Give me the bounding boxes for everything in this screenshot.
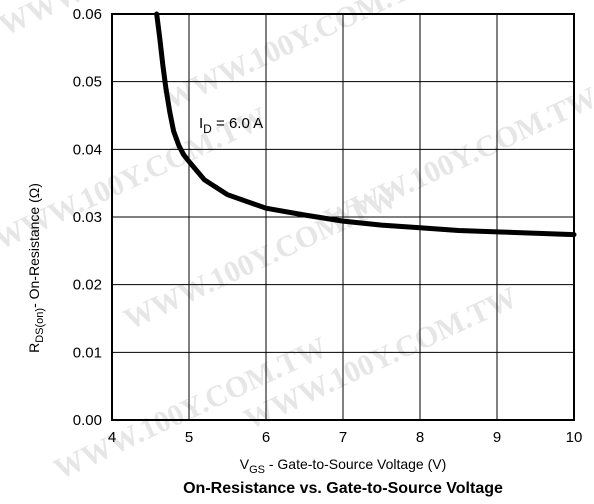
y-tick-label: 0.02 xyxy=(73,277,102,294)
y-axis-label: RDS(on)- On-Resistance (Ω) xyxy=(26,183,46,353)
watermark-text: WWW.100Y.COM.TW xyxy=(0,0,277,42)
y-axis-label-main: R xyxy=(26,343,42,353)
x-tick-label: 9 xyxy=(493,429,501,446)
y-tick-labels: 0.00 0.01 0.02 0.03 0.04 0.05 0.06 xyxy=(73,6,102,429)
x-tick-label: 8 xyxy=(416,429,424,446)
watermark-text: WWW.100Y.COM.TW xyxy=(159,0,442,116)
series-line-id-6a xyxy=(154,11,577,238)
x-tick-label: 7 xyxy=(339,429,347,446)
y-tick-label: 0.05 xyxy=(73,74,102,91)
x-tick-label: 6 xyxy=(262,429,270,446)
x-axis-label-rest: - Gate-to-Source Voltage (V) xyxy=(265,456,446,472)
y-axis-label-rest: - On-Resistance (Ω) xyxy=(26,183,42,308)
plot-frame xyxy=(111,13,575,421)
y-tick-label: 0.06 xyxy=(73,6,102,23)
x-axis-label-main: V xyxy=(240,456,250,472)
y-tick-label: 0.01 xyxy=(73,344,102,361)
annotation-main: I xyxy=(199,115,203,132)
x-axis-label-sub: GS xyxy=(249,464,265,476)
annotation-sub: D xyxy=(203,122,212,136)
x-tick-label: 10 xyxy=(566,429,583,446)
annotation-rest: = 6.0 A xyxy=(212,115,263,132)
y-tick-label: 0.04 xyxy=(73,141,102,158)
x-axis-label: VGS - Gate-to-Source Voltage (V) xyxy=(240,456,447,476)
x-tick-label: 4 xyxy=(108,429,116,446)
y-axis-label-sub: DS(on) xyxy=(34,308,46,343)
annotation-current: ID = 6.0 A xyxy=(199,115,263,136)
watermark-text: WWW.100Y.COM.TW xyxy=(319,81,594,236)
chart-title: On-Resistance vs. Gate-to-Source Voltage xyxy=(183,480,503,497)
y-tick-label: 0.03 xyxy=(73,209,102,226)
x-tick-labels: 4 5 6 7 8 9 10 xyxy=(108,429,583,446)
x-tick-label: 5 xyxy=(185,429,193,446)
y-tick-label: 0.00 xyxy=(73,412,102,429)
grid-lines xyxy=(112,14,574,420)
